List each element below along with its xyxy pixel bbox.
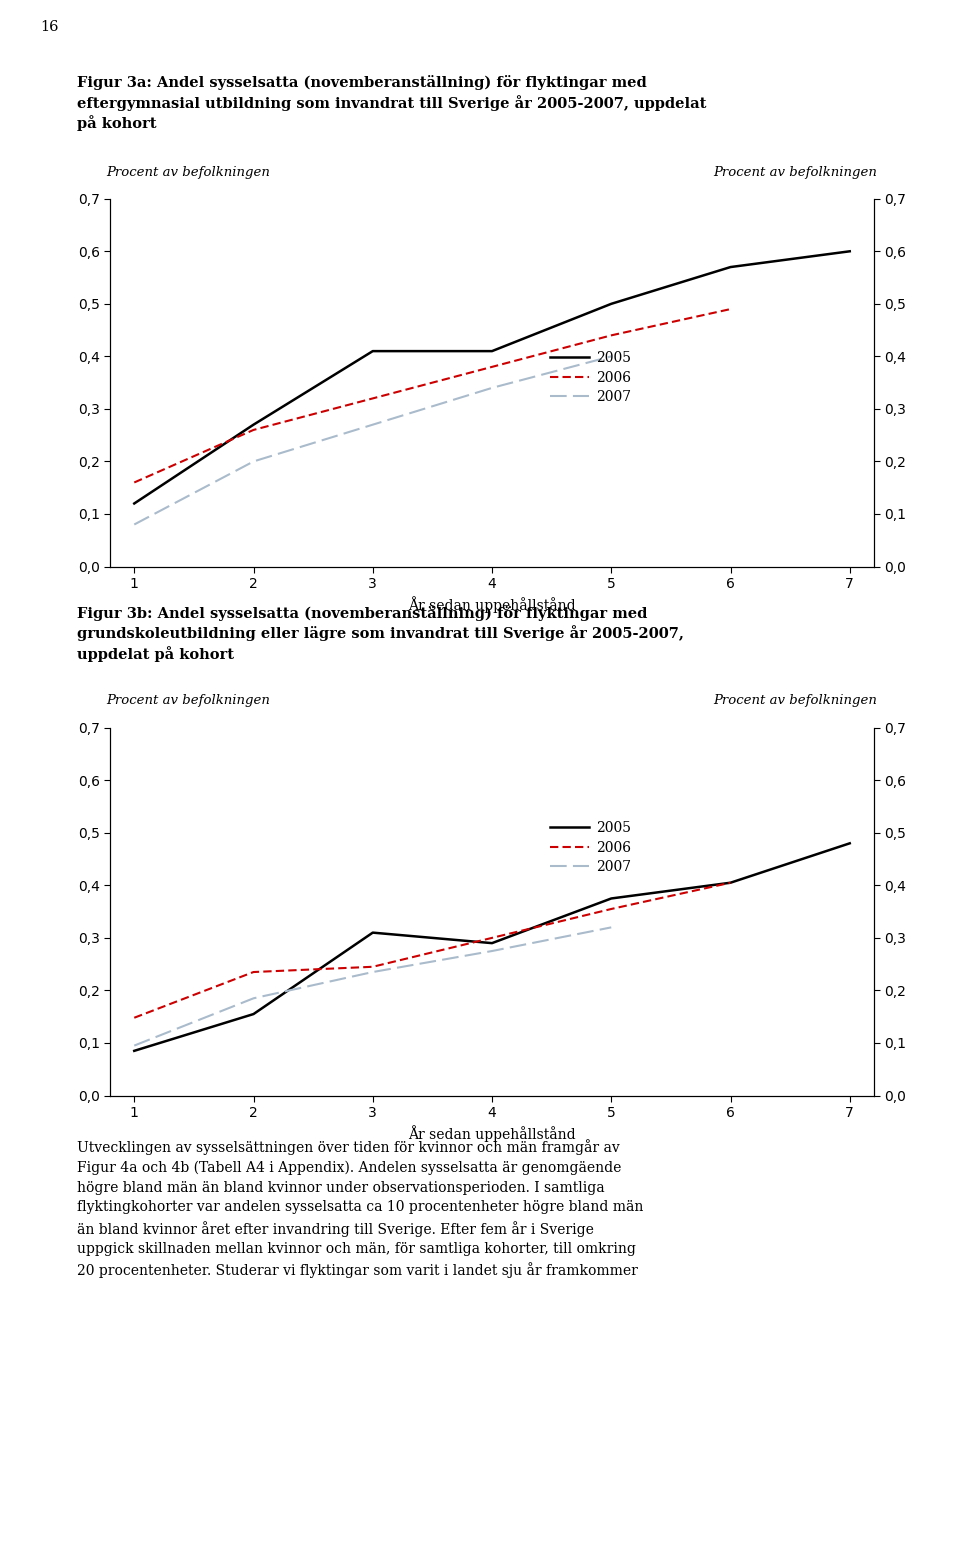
Text: Procent av befolkningen: Procent av befolkningen <box>107 695 271 707</box>
Text: Procent av befolkningen: Procent av befolkningen <box>107 166 271 178</box>
Text: Figur 3b: Andel sysselsatta (novemberanställning) för flyktingar med
grundskoleu: Figur 3b: Andel sysselsatta (novemberans… <box>77 606 684 662</box>
Legend: 2005, 2006, 2007: 2005, 2006, 2007 <box>544 815 636 880</box>
Text: Utvecklingen av sysselsättningen över tiden för kvinnor och män framgår av
Figur: Utvecklingen av sysselsättningen över ti… <box>77 1139 643 1279</box>
Text: 16: 16 <box>40 19 59 33</box>
X-axis label: År sedan uppehållstånd: År sedan uppehållstånd <box>408 1125 576 1142</box>
X-axis label: År sedan uppehållstånd: År sedan uppehållstånd <box>408 596 576 613</box>
Text: Procent av befolkningen: Procent av befolkningen <box>713 166 877 178</box>
Text: Procent av befolkningen: Procent av befolkningen <box>713 695 877 707</box>
Legend: 2005, 2006, 2007: 2005, 2006, 2007 <box>544 346 636 410</box>
Text: Figur 3a: Andel sysselsatta (novemberanställning) för flyktingar med
eftergymnas: Figur 3a: Andel sysselsatta (novemberans… <box>77 75 707 131</box>
